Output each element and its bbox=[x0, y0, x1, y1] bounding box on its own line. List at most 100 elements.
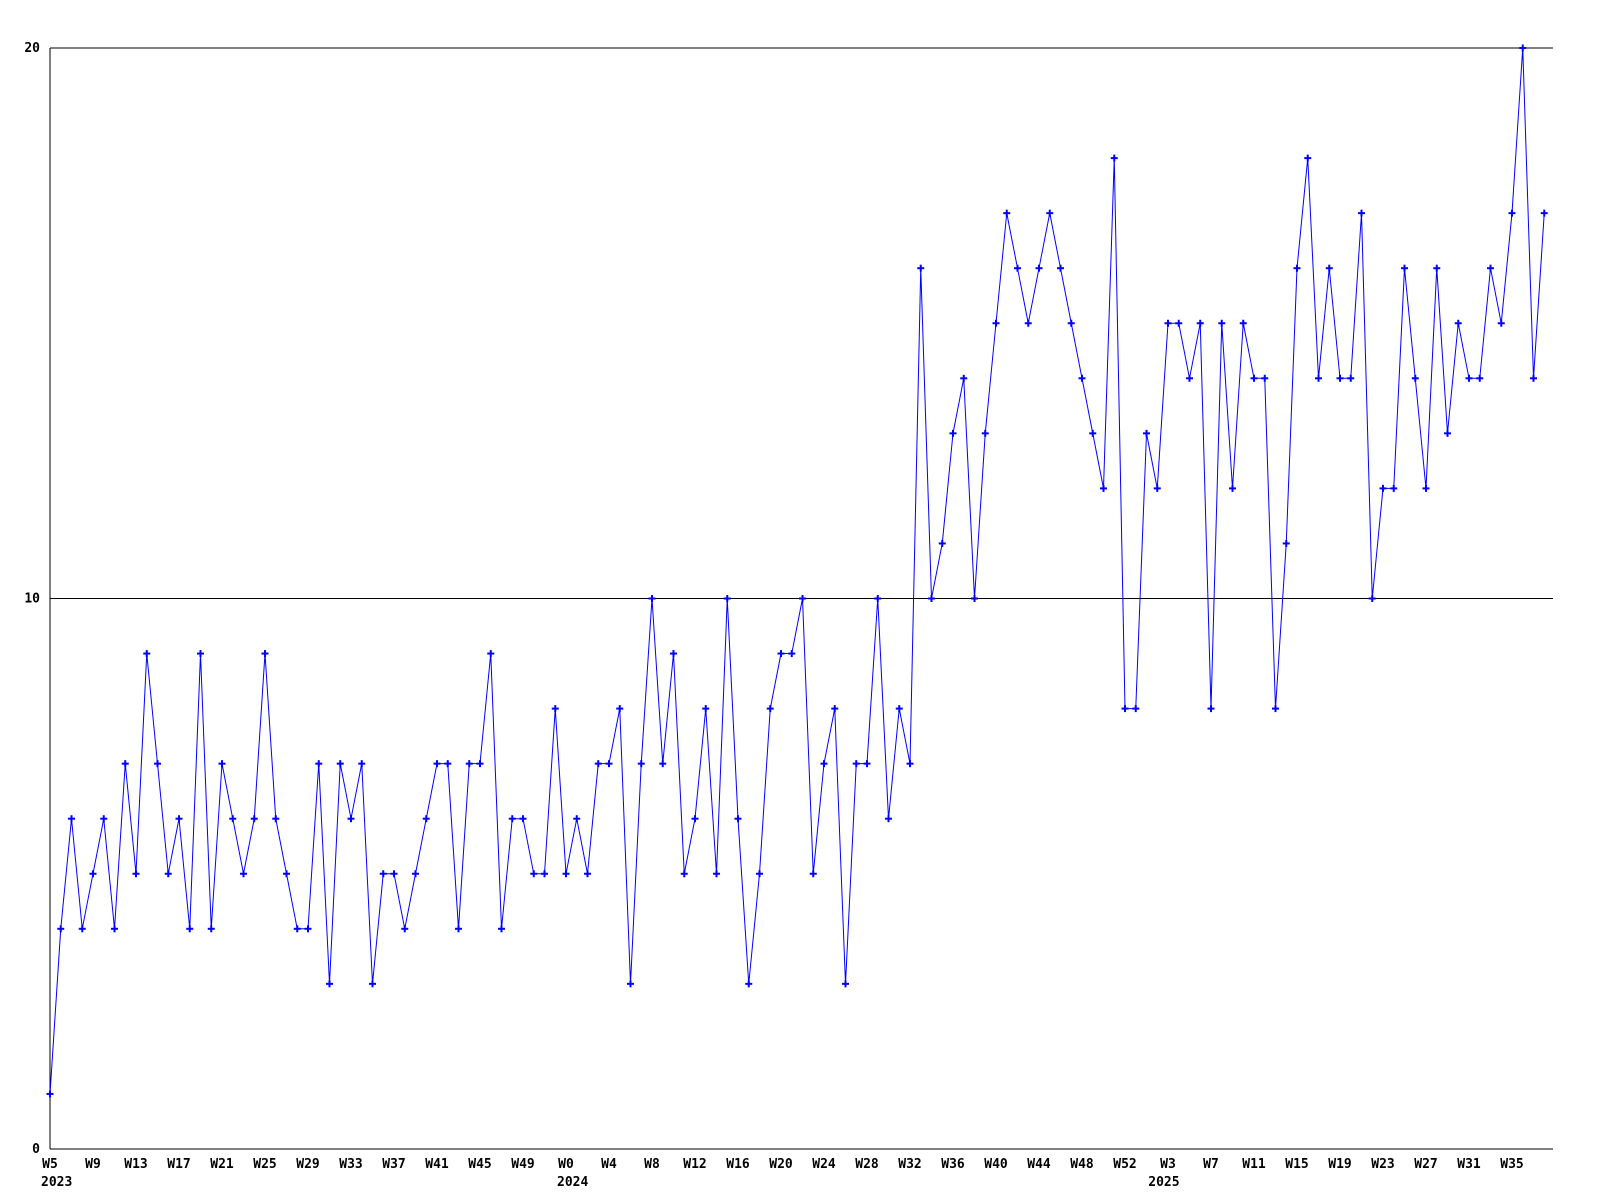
data-point-marker bbox=[1358, 209, 1365, 217]
data-point-marker bbox=[1057, 264, 1064, 272]
data-point-marker bbox=[648, 595, 656, 602]
data-point-marker bbox=[422, 815, 430, 823]
data-point-marker bbox=[1196, 319, 1204, 327]
x-tick-label: W20 bbox=[769, 1157, 793, 1172]
data-point-marker bbox=[1519, 44, 1527, 52]
data-point-marker bbox=[788, 650, 796, 658]
data-point-marker bbox=[1035, 264, 1043, 272]
y-tick-label: 20 bbox=[24, 41, 40, 56]
data-point-marker bbox=[1186, 374, 1193, 382]
y-tick-label: 0 bbox=[32, 1142, 40, 1157]
data-point-marker bbox=[401, 925, 409, 933]
data-point-marker bbox=[723, 595, 731, 602]
data-point-marker bbox=[347, 815, 355, 823]
data-point-marker bbox=[971, 595, 978, 602]
x-tick-label: W49 bbox=[511, 1157, 534, 1172]
data-point-marker bbox=[132, 870, 140, 878]
data-point-marker bbox=[444, 760, 452, 768]
data-point-marker bbox=[1229, 484, 1236, 492]
y-axis-labels: 0 10 20 bbox=[24, 41, 40, 1157]
data-point-marker bbox=[175, 815, 183, 823]
data-point-marker bbox=[842, 980, 849, 988]
data-point-marker bbox=[1433, 264, 1441, 272]
x-axis-labels: W5 W9 W13 W17 W21 W25 W29 W33 W37 W41 W45 W49 W0 W4 W8… bbox=[42, 1157, 1524, 1172]
data-point-marker bbox=[874, 595, 882, 602]
data-point-marker bbox=[207, 925, 215, 933]
data-point-marker bbox=[57, 925, 65, 933]
data-point-marker bbox=[1487, 264, 1494, 272]
data-point-marker bbox=[1540, 209, 1548, 217]
data-point-marker bbox=[799, 595, 806, 602]
data-point-marker bbox=[1390, 484, 1398, 492]
data-point-marker bbox=[1411, 374, 1419, 382]
x-tick-label: W52 bbox=[1113, 1157, 1136, 1172]
data-point-marker bbox=[895, 705, 903, 713]
data-point-marker bbox=[885, 815, 892, 823]
data-point-marker bbox=[605, 760, 613, 768]
x-tick-label: W25 bbox=[253, 1157, 276, 1172]
data-point-marker bbox=[487, 650, 495, 658]
x-tick-label: W16 bbox=[726, 1157, 750, 1172]
x-tick-label: W12 bbox=[683, 1157, 706, 1172]
x-axis-year-labels: 2023 2024 2025 bbox=[41, 1175, 1180, 1190]
data-point-marker bbox=[1282, 539, 1290, 547]
data-point-marker bbox=[1153, 484, 1161, 492]
x-tick-label: W4 bbox=[601, 1157, 617, 1172]
x-tick-label: W17 bbox=[167, 1157, 190, 1172]
data-point-marker bbox=[584, 870, 591, 878]
x-tick-label: W29 bbox=[296, 1157, 319, 1172]
data-point-marker bbox=[1164, 319, 1172, 327]
data-point-marker bbox=[756, 870, 763, 878]
data-point-marker bbox=[1304, 154, 1312, 162]
data-point-marker bbox=[766, 705, 774, 713]
data-point-marker bbox=[1175, 319, 1183, 327]
data-point-marker bbox=[1379, 484, 1387, 492]
data-point-marker bbox=[1046, 209, 1054, 217]
x-tick-label: W36 bbox=[941, 1157, 965, 1172]
x-tick-label: W13 bbox=[124, 1157, 147, 1172]
data-point-marker bbox=[1067, 319, 1075, 327]
data-point-marker bbox=[261, 650, 269, 658]
data-point-marker bbox=[906, 760, 914, 768]
data-point-marker bbox=[508, 815, 516, 823]
x-year-label: 2024 bbox=[557, 1175, 588, 1190]
data-point-marker bbox=[218, 760, 226, 768]
data-point-marker bbox=[1476, 374, 1484, 382]
data-point-marker bbox=[304, 925, 312, 933]
data-point-marker bbox=[852, 760, 860, 768]
x-tick-label: W28 bbox=[855, 1157, 879, 1172]
data-point-marker bbox=[1078, 374, 1086, 382]
data-point-marker bbox=[100, 815, 108, 823]
data-point-marker bbox=[111, 925, 118, 933]
data-point-marker bbox=[283, 870, 290, 878]
x-year-label: 2025 bbox=[1148, 1175, 1179, 1190]
data-point-marker bbox=[358, 760, 366, 768]
data-point-marker bbox=[1100, 484, 1107, 492]
x-tick-label: W44 bbox=[1027, 1157, 1051, 1172]
data-point-marker bbox=[154, 760, 161, 768]
data-point-marker bbox=[1325, 264, 1333, 272]
data-point-marker bbox=[89, 870, 97, 878]
data-point-marker bbox=[938, 539, 946, 547]
data-point-marker bbox=[1347, 374, 1355, 382]
x-tick-label: W9 bbox=[85, 1157, 101, 1172]
data-point-marker bbox=[1143, 429, 1150, 437]
data-point-marker bbox=[1336, 374, 1344, 382]
x-tick-label: W37 bbox=[382, 1157, 405, 1172]
x-tick-label: W33 bbox=[339, 1157, 362, 1172]
data-point-marker bbox=[1218, 319, 1226, 327]
x-tick-label: W48 bbox=[1070, 1157, 1094, 1172]
data-point-marker bbox=[498, 925, 505, 933]
data-point-marker bbox=[1368, 595, 1376, 602]
data-point-marker bbox=[143, 650, 151, 658]
data-point-marker bbox=[272, 815, 280, 823]
x-tick-label: W24 bbox=[812, 1157, 836, 1172]
data-point-marker bbox=[465, 760, 473, 768]
data-point-marker bbox=[1465, 374, 1473, 382]
data-point-marker bbox=[250, 815, 258, 823]
data-point-marker bbox=[863, 760, 871, 768]
data-point-marker bbox=[1422, 484, 1430, 492]
data-point-marker bbox=[46, 1090, 54, 1098]
data-point-marker bbox=[670, 650, 677, 658]
